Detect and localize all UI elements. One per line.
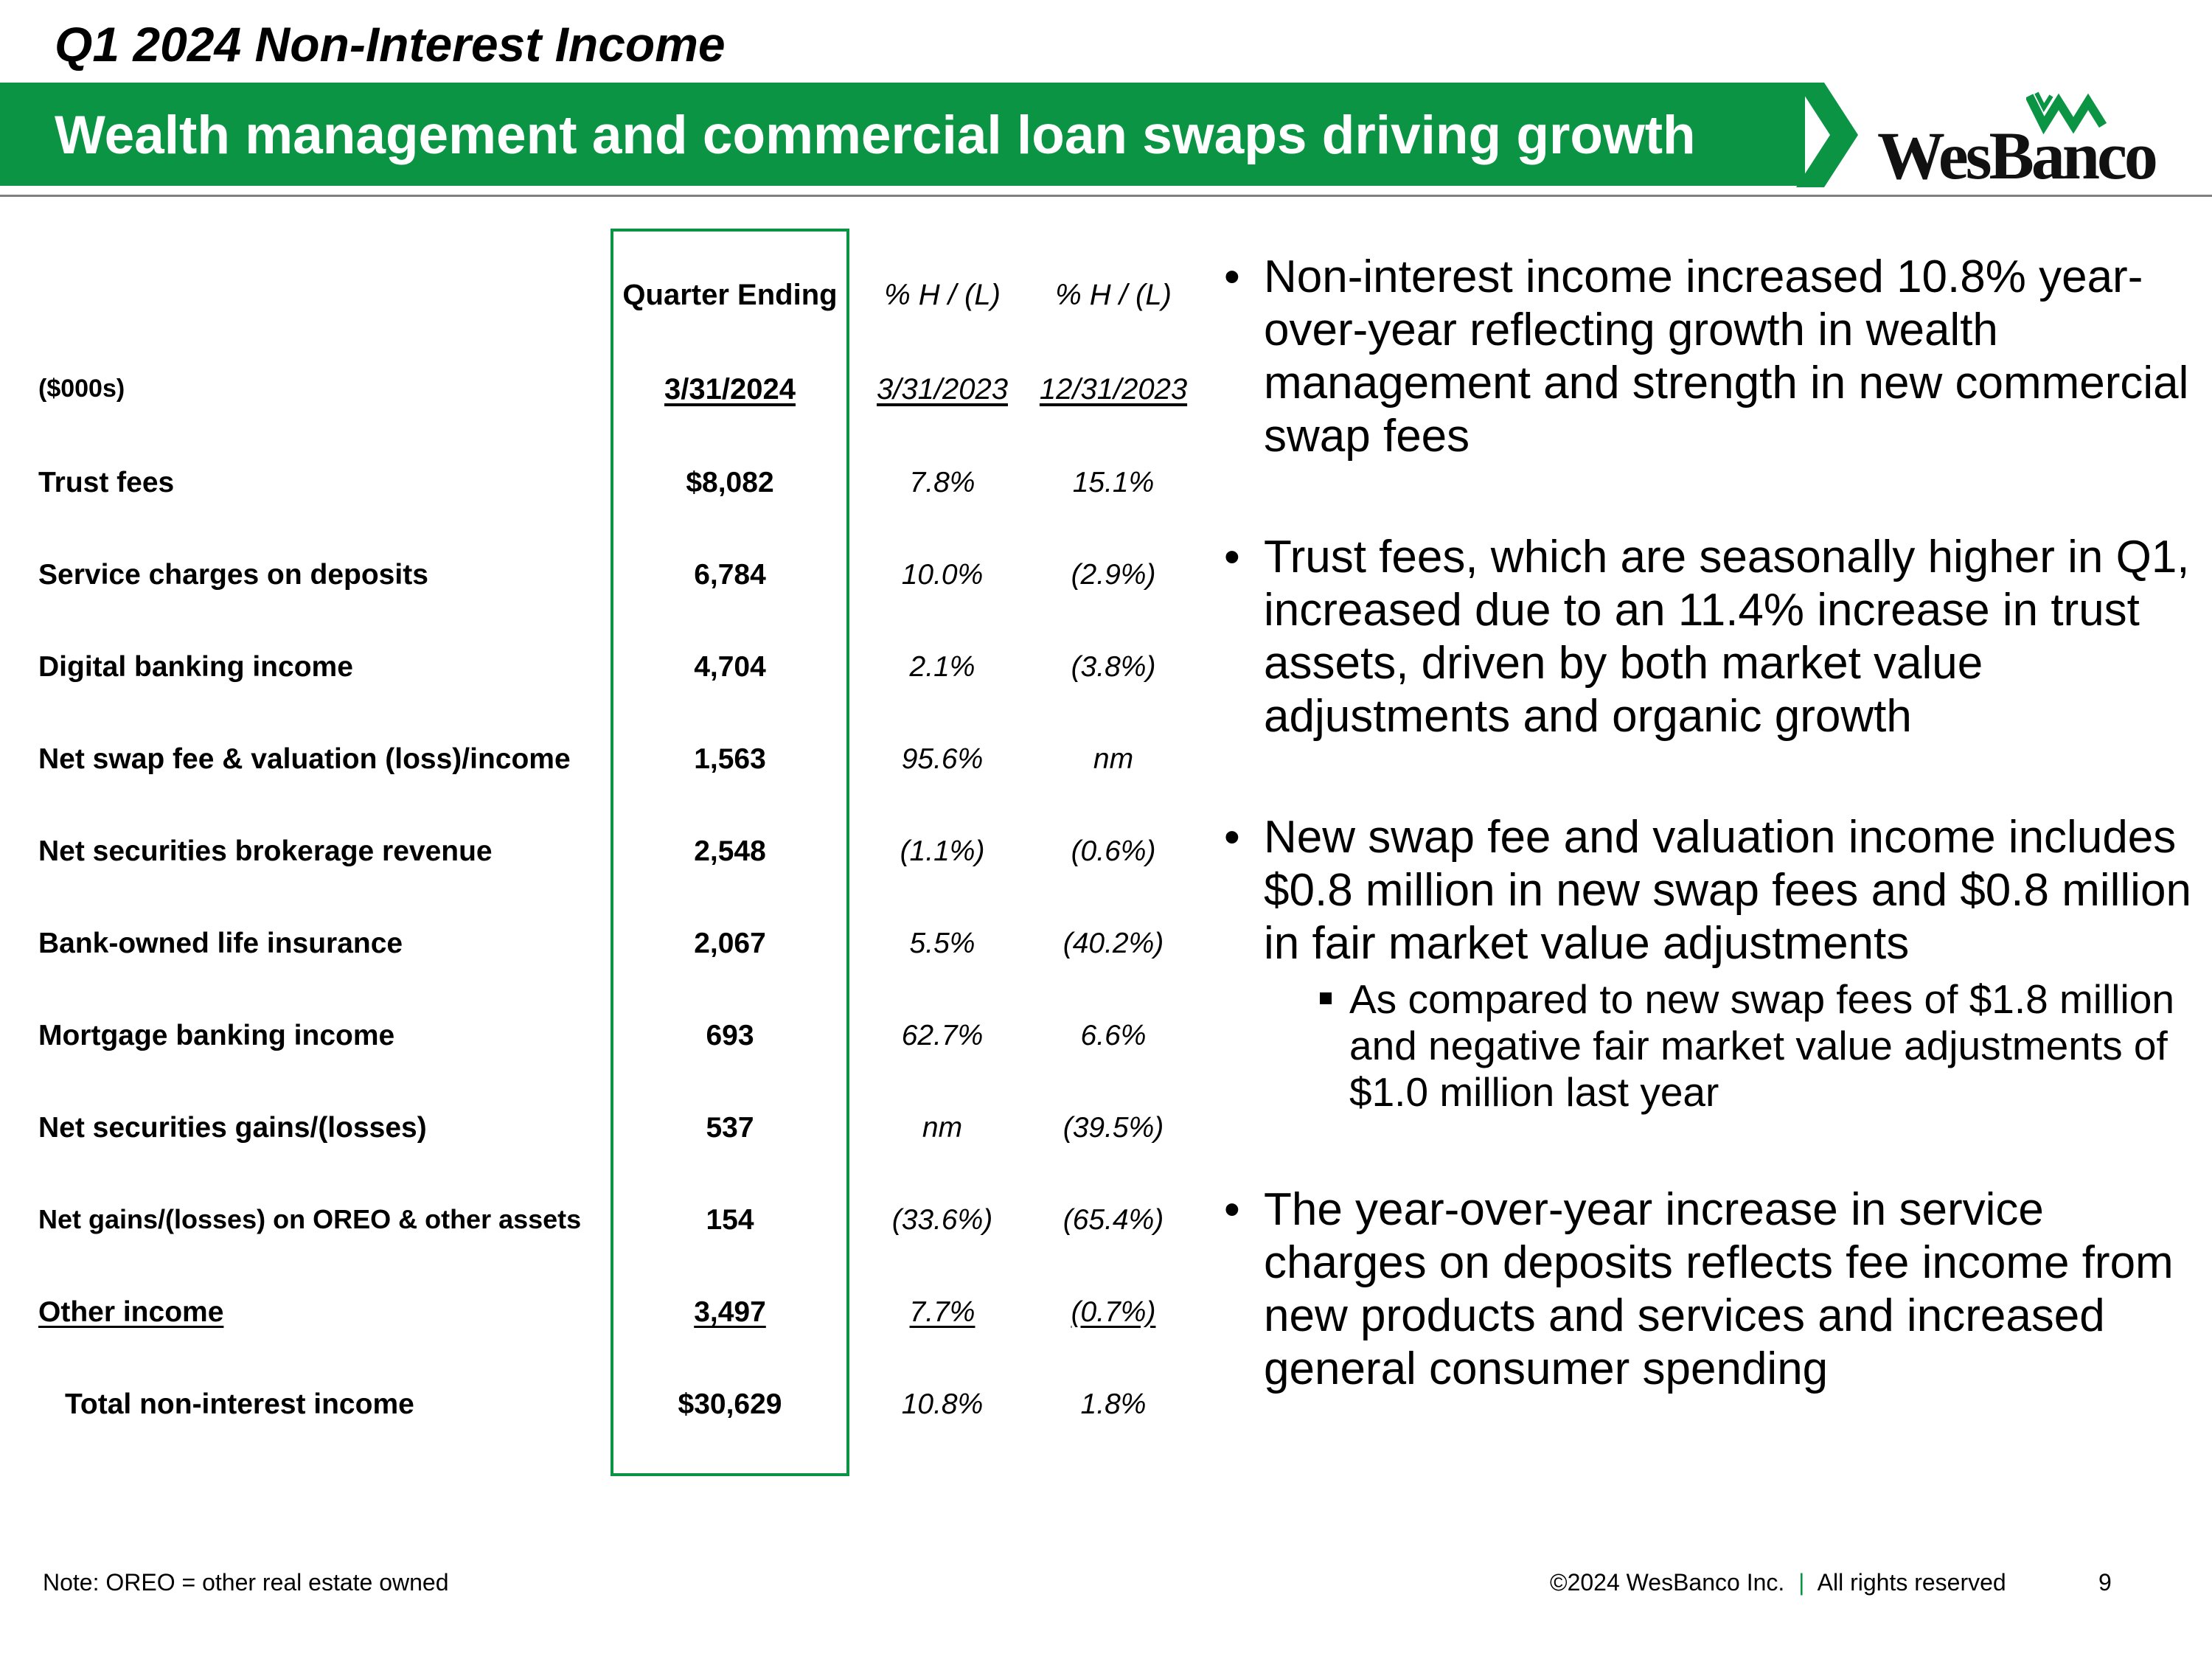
col-header-yoy: % H / (L) [884, 279, 1001, 311]
title-banner [0, 83, 1805, 186]
bullet-item: • Non-interest income increased 10.8% ye… [1224, 251, 2189, 462]
date-prior-year: 3/31/2023 [877, 373, 1008, 406]
square-bullet-icon [1320, 992, 1332, 1004]
bullet-dot-icon: • [1224, 532, 1240, 582]
bullet-item: • Trust fees, which are seasonally highe… [1224, 532, 2190, 742]
footer-separator: | [1798, 1569, 1805, 1596]
commentary-bullets: • Non-interest income increased 10.8% ye… [1224, 251, 2197, 1464]
sub-bullet-item: As compared to new swap fees of $1.8 mil… [1224, 976, 2197, 1116]
bullet-item: • New swap fee and valuation income incl… [1224, 811, 2197, 1116]
current-quarter-highlight [611, 229, 849, 1476]
page-number: 9 [2098, 1569, 2112, 1596]
copyright: ©2024 WesBanco Inc. | All rights reserve… [1550, 1569, 2006, 1596]
logo-wordmark: WesBanco [1877, 118, 2158, 193]
footnote: Note: OREO = other real estate owned [43, 1569, 449, 1596]
chevron-right-icon [1796, 83, 1858, 187]
header-divider [0, 195, 2212, 197]
banner-headline: Wealth management and commercial loan sw… [55, 105, 1696, 165]
wesbanco-mark-icon [2026, 91, 2107, 134]
date-prior-quarter: 12/31/2023 [1039, 373, 1188, 406]
units-label: ($000s) [38, 375, 125, 403]
slide-title: Q1 2024 Non-Interest Income [55, 17, 726, 72]
bullet-dot-icon: • [1224, 812, 1240, 863]
date-current: 3/31/2024 [664, 373, 796, 406]
wesbanco-logo: WesBanco [1877, 87, 2158, 193]
bullet-item: • The year-over-year increase in service… [1224, 1184, 2174, 1394]
bullet-dot-icon: • [1224, 251, 1240, 302]
col-header-qoq: % H / (L) [1055, 279, 1172, 311]
col-header-quarter-ending: Quarter Ending [622, 279, 838, 311]
bullet-dot-icon: • [1224, 1184, 1240, 1235]
